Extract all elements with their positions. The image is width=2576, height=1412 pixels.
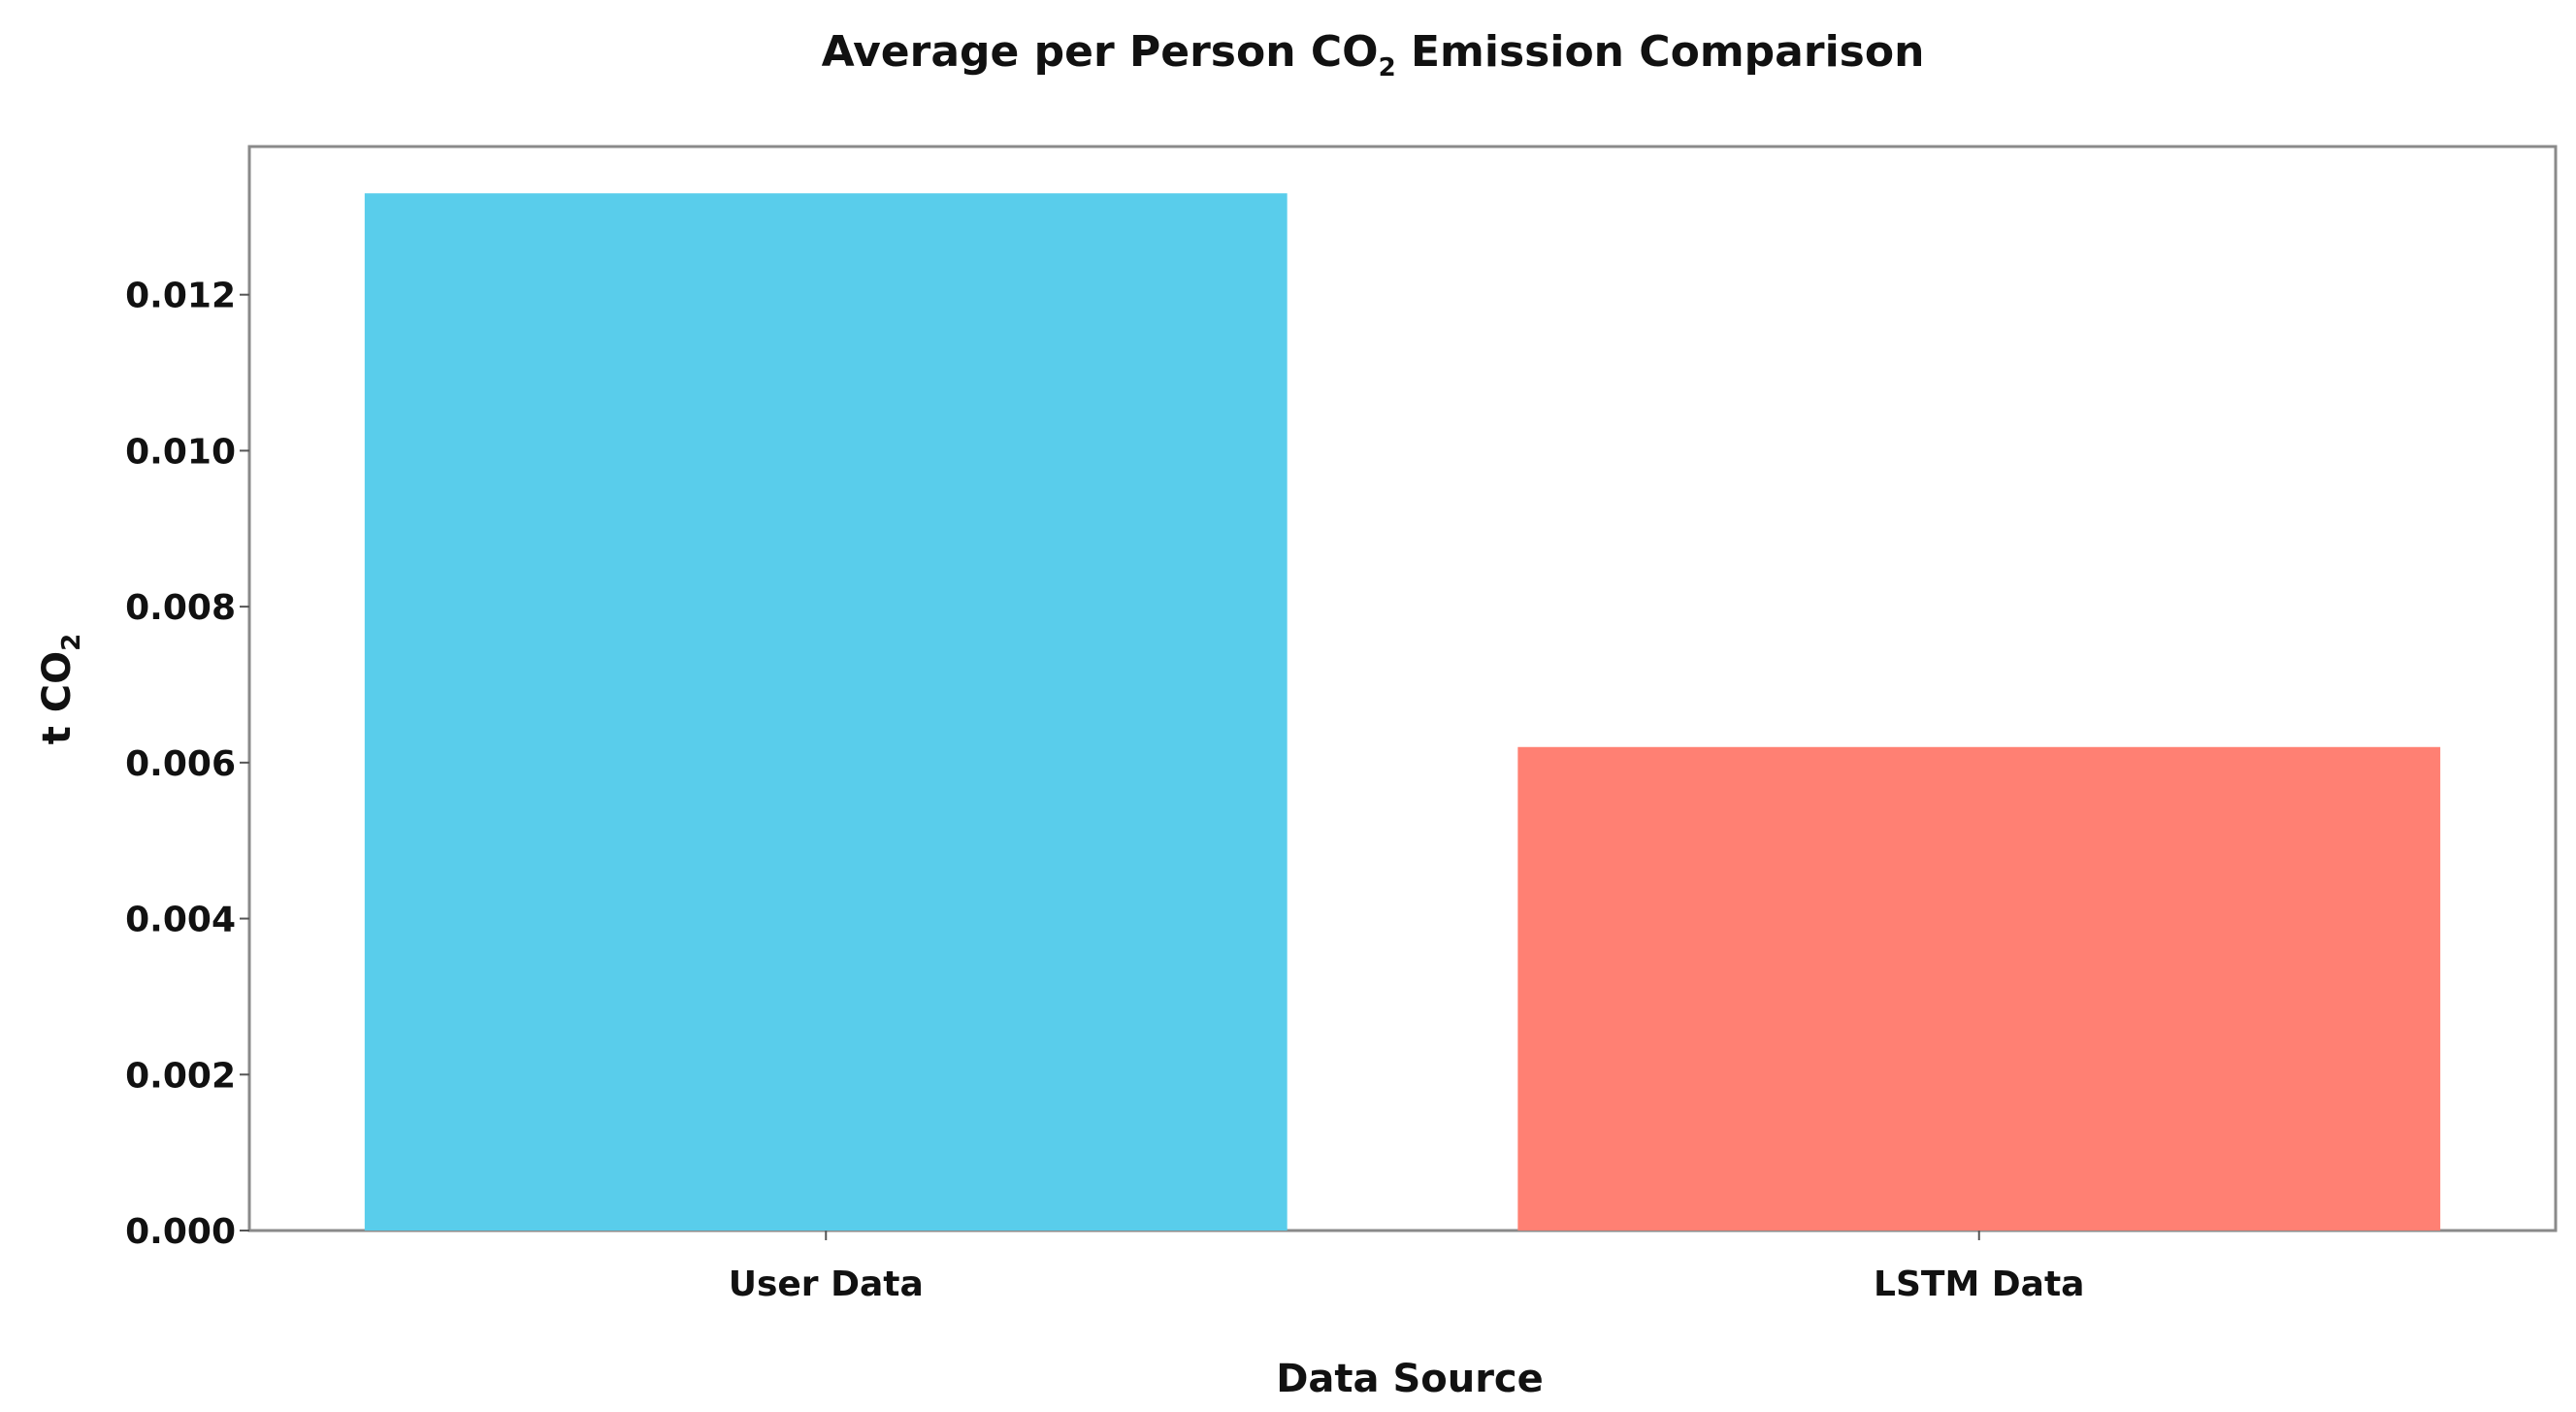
- y-ticks-layer: 0.000 0.002 0.004 0.006 0.008 0.010 0.012: [125, 277, 249, 1252]
- y-axis-label-prefix: t CO: [35, 651, 80, 744]
- y-tick-label: 0.012: [125, 277, 236, 316]
- y-tick-label: 0.006: [125, 744, 236, 784]
- y-axis-label: t CO2: [35, 634, 86, 745]
- chart-title-subscript: 2: [1379, 53, 1396, 82]
- y-tick-label: 0.008: [125, 588, 236, 628]
- chart-title-suffix: Emission Comparison: [1396, 27, 1925, 77]
- y-tick-label: 0.000: [125, 1212, 236, 1252]
- x-axis-label: Data Source: [1276, 1357, 1544, 1401]
- chart-title: Average per Person CO2 Emission Comparis…: [822, 27, 1925, 82]
- x-tick-label: LSTM Data: [1874, 1264, 2084, 1304]
- bar-user-data: [364, 193, 1288, 1231]
- x-tick-label: User Data: [729, 1264, 924, 1304]
- bar-lstm-data: [1517, 746, 2441, 1231]
- y-tick-label: 0.002: [125, 1056, 236, 1096]
- y-tick-label: 0.010: [125, 432, 236, 472]
- bars-layer: [364, 193, 2441, 1231]
- y-tick-label: 0.004: [125, 901, 236, 940]
- chart-title-prefix: Average per Person CO: [822, 27, 1379, 77]
- y-axis-label-subscript: 2: [57, 634, 86, 651]
- plot-frame: [247, 145, 2558, 1232]
- x-ticks-layer: User Data LSTM Data: [729, 1231, 2084, 1304]
